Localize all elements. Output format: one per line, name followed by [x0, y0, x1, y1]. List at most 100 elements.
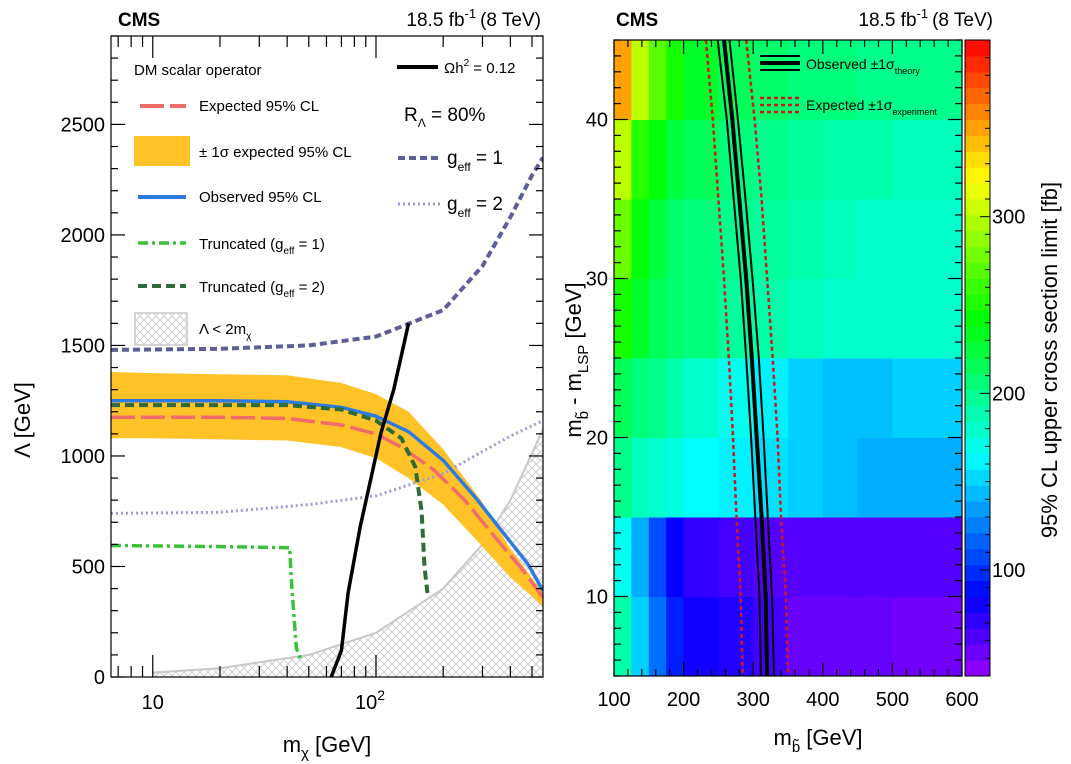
geff1-line: [111, 156, 543, 352]
color-scale-step: [965, 183, 990, 200]
left-y-tick-label: 2500: [61, 114, 106, 136]
color-scale-step: [965, 548, 990, 566]
relic-density-line: [329, 322, 411, 677]
left-y-tick-label: 1000: [61, 446, 106, 468]
legend-geff2-label: geff = 2: [447, 194, 503, 220]
observed-limit-line: [111, 398, 543, 592]
color-scale-step: [965, 358, 990, 375]
heatmap-cell: [822, 517, 859, 597]
observed-contour-minus1sigma: [716, 40, 762, 676]
excluded-region-boundary: [152, 428, 543, 674]
legend-band-swatch: [134, 136, 190, 166]
heatmap-cell: [683, 358, 719, 438]
color-scale-step: [965, 119, 990, 136]
heatmap-cell: [683, 517, 719, 597]
color-scale-step: [965, 278, 990, 295]
heatmap-cell: [614, 199, 632, 279]
heatmap-cell: [788, 358, 824, 438]
color-scale-step: [965, 246, 990, 264]
color-scale-step: [965, 469, 990, 486]
heatmap-cell: [683, 278, 719, 359]
legend-expected-label: Expected ±1σexperiment: [806, 97, 937, 117]
ratio-label: RΛ = 80%: [404, 105, 486, 130]
expected-contour-minus1sigma: [704, 40, 745, 676]
legend-header: DM scalar operator: [134, 62, 262, 79]
color-scale-step: [965, 612, 990, 629]
heatmap-cell: [614, 437, 632, 518]
heatmap-cell: [927, 199, 962, 279]
heatmap-cell: [648, 199, 667, 279]
expected-limit-line: [111, 415, 543, 599]
heatmap-cell: [648, 119, 667, 200]
heatmap-cell: [788, 437, 824, 518]
color-scale-step: [965, 437, 990, 454]
heatmap-cell: [648, 596, 667, 676]
color-scale-step: [965, 87, 990, 105]
left-x-axis-title: mχ [GeV]: [283, 732, 372, 762]
legend-trunc1-label: Truncated (geff = 1): [199, 236, 325, 257]
color-scale-step: [965, 580, 990, 597]
heatmap-cell: [892, 358, 928, 438]
color-scale-tick-label: 200: [992, 383, 1025, 405]
left-y-axis-title: Λ [GeV]: [10, 382, 35, 458]
left-x-tick-label: 102: [355, 687, 385, 714]
heatmap-cell: [614, 517, 632, 597]
heatmap-cell: [857, 358, 893, 438]
right-x-tick-label: 400: [806, 689, 839, 711]
heatmap-cell: [614, 358, 632, 438]
heatmap-cell: [892, 517, 928, 597]
color-scale-step: [965, 517, 990, 534]
heatmap-cell: [857, 596, 893, 676]
color-scale-step: [965, 660, 990, 677]
color-scale-step: [965, 485, 990, 502]
color-scale-tick-label: 100: [992, 560, 1025, 582]
color-scale-step: [965, 532, 990, 550]
expected-1sigma-band: [111, 372, 543, 607]
heatmap-cell: [666, 199, 685, 279]
heatmap-cell: [857, 199, 893, 279]
heatmap-cell: [822, 596, 859, 676]
color-scale-step: [965, 628, 990, 645]
heatmap-cell: [631, 40, 650, 120]
heatmap-cell: [822, 199, 859, 279]
heatmap-cell: [927, 119, 962, 200]
excluded-region-hatch: [152, 429, 543, 677]
heatmap-cell: [753, 596, 789, 676]
right-y-axis-title: mb̃ - mLSP [GeV]: [561, 282, 592, 437]
heatmap-cell: [927, 40, 962, 120]
heatmap-cell: [683, 437, 719, 518]
heatmap-cell: [927, 437, 962, 518]
legend-hatch-label: Λ < 2mχ: [199, 321, 252, 342]
geff2-line: [111, 419, 543, 515]
right-x-tick-label: 200: [667, 689, 700, 711]
heatmap-cell: [683, 596, 719, 676]
heatmap-cell: [753, 278, 789, 359]
legend-band-label: ± 1σ expected 95% CL: [199, 144, 352, 161]
heatmap-cell: [892, 199, 928, 279]
heatmap-cell: [857, 278, 893, 359]
right-experiment-label: CMS: [616, 10, 658, 31]
legend-observed-label: Observed ±1σtheory: [806, 56, 920, 76]
color-scale-step: [965, 405, 990, 423]
heatmap-cell: [631, 278, 650, 359]
heatmap-cell: [666, 437, 685, 518]
right-y-tick-label: 10: [586, 587, 608, 609]
left-y-tick-label: 0: [94, 667, 105, 689]
heatmap-cell: [822, 278, 859, 359]
heatmap-cell: [892, 40, 928, 120]
heatmap-cell: [892, 596, 928, 676]
color-scale-step: [965, 294, 990, 311]
heatmap-cell: [718, 517, 754, 597]
color-scale-step: [965, 326, 990, 343]
color-scale-step: [965, 501, 990, 518]
heatmap-cell: [927, 278, 962, 359]
right-axes: 10 20 30 40 100 200 300 400 500 600: [586, 39, 979, 711]
heatmap-cell: [666, 517, 685, 597]
color-scale-step: [965, 342, 990, 359]
heatmap-cell: [927, 596, 962, 676]
expected-contour-plus1sigma: [744, 40, 790, 676]
truncated-geff1-line: [111, 543, 303, 660]
left-y-tick-label: 2000: [61, 225, 106, 247]
color-scale-step: [965, 230, 990, 248]
